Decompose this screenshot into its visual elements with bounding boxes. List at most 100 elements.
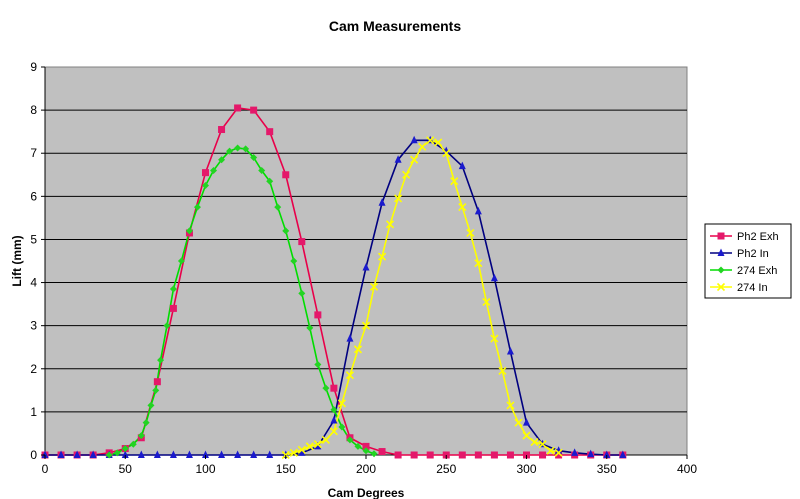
data-point-ph2-exh [218, 126, 226, 134]
data-point-ph2-in [202, 450, 209, 458]
x-tick-label: 400 [677, 462, 697, 476]
data-point-274-exh [362, 447, 370, 455]
data-point-ph2-in [619, 450, 627, 458]
data-point-274-in [514, 418, 523, 427]
data-point-274-in [538, 440, 547, 449]
y-tick-label: 8 [30, 103, 37, 117]
data-point-274-in [466, 228, 475, 238]
data-point-274-in [554, 448, 563, 457]
data-point-274-in [530, 438, 539, 447]
data-point-274-in [434, 138, 443, 147]
y-tick-label: 4 [30, 276, 37, 290]
data-point-ph2-in [474, 206, 482, 215]
y-tick-label: 3 [30, 319, 37, 333]
y-tick-label: 2 [30, 362, 37, 376]
data-point-ph2-in [153, 450, 161, 458]
data-point-274-exh [346, 436, 354, 444]
data-point-274-exh [226, 147, 234, 155]
x-tick-label: 0 [42, 462, 49, 476]
data-point-274-in [450, 177, 459, 186]
data-point-ph2-exh [330, 384, 338, 392]
data-point-ph2-in [234, 450, 242, 458]
data-point-ph2-in [330, 416, 338, 424]
data-point-ph2-in [362, 262, 370, 271]
data-point-274-in [353, 345, 363, 354]
data-point-ph2-in [458, 161, 466, 170]
data-point-274-exh [274, 203, 282, 211]
data-point-274-exh [338, 423, 346, 431]
data-point-274-in [546, 446, 555, 455]
data-point-274-in [361, 321, 371, 330]
y-tick-label: 0 [30, 448, 37, 462]
x-tick-label: 50 [119, 462, 133, 476]
data-point-ph2-in [523, 418, 530, 426]
data-point-274-exh [157, 356, 165, 364]
data-point-ph2-exh [394, 451, 402, 459]
data-point-274-exh [330, 406, 338, 414]
data-point-ph2-exh [314, 311, 322, 319]
data-point-274-in [329, 427, 338, 436]
data-point-274-in [474, 259, 483, 268]
data-point-274-exh [202, 182, 209, 190]
series-markers-274-exh [105, 144, 378, 459]
x-tick-labels: 0 50 100 150 200 250 300 350 400 [42, 455, 697, 476]
data-point-274-exh [147, 401, 155, 409]
data-point-274-in [490, 334, 499, 343]
data-point-274-exh [218, 156, 226, 164]
data-point-274-exh [354, 442, 362, 450]
data-point-274-exh [105, 451, 113, 459]
data-point-274-in [482, 297, 491, 307]
data-point-ph2-exh [378, 448, 386, 456]
data-point-274-in [426, 136, 435, 145]
y-tick-label: 5 [30, 232, 37, 246]
data-point-274-in [297, 445, 306, 454]
data-point-ph2-in [41, 450, 49, 458]
data-point-274-exh [298, 289, 306, 297]
data-point-274-in [402, 170, 411, 179]
data-point-ph2-in [57, 450, 65, 458]
data-point-ph2-exh [555, 451, 563, 459]
data-point-ph2-in [185, 450, 193, 458]
data-point-274-in [289, 448, 298, 457]
data-point-274-exh [370, 450, 378, 458]
data-point-ph2-exh [250, 106, 258, 114]
data-point-274-in [369, 282, 379, 291]
data-point-ph2-exh [539, 451, 547, 459]
y-tick-labels: 0 1 2 3 4 5 6 7 8 9 [30, 60, 45, 462]
data-point-ph2-in [89, 450, 97, 458]
data-point-ph2-in [137, 450, 145, 458]
x-tick-label: 100 [195, 462, 215, 476]
data-point-274-exh [322, 384, 330, 392]
data-point-ph2-exh [202, 169, 209, 177]
data-point-274-in [345, 371, 355, 380]
data-point-274-exh [177, 257, 185, 265]
plot-area [44, 66, 688, 456]
data-point-ph2-in [298, 448, 306, 456]
legend: Ph2 Exh Ph2 In 274 Exh 274 In [704, 223, 792, 299]
data-point-274-in [305, 442, 314, 451]
data-point-274-in [394, 194, 403, 203]
data-point-274-exh [306, 324, 314, 332]
data-point-ph2-exh [410, 451, 418, 459]
data-point-ph2-exh [282, 171, 290, 179]
data-point-ph2-in [378, 198, 386, 206]
data-point-ph2-exh [506, 451, 514, 459]
data-point-ph2-in [121, 450, 129, 458]
series-markers-274-in [281, 136, 563, 460]
data-point-ph2-exh [266, 128, 274, 136]
data-point-ph2-exh [298, 238, 306, 246]
x-tick-label: 250 [436, 462, 456, 476]
legend-label-274-in: 274 In [737, 282, 768, 294]
data-point-274-in [386, 220, 395, 229]
data-point-274-in [458, 203, 467, 212]
legend-label-ph2-in: Ph2 In [737, 248, 769, 260]
x-tick-label: 200 [356, 462, 376, 476]
data-point-274-in [506, 401, 515, 410]
data-point-ph2-in [410, 135, 418, 144]
data-point-274-exh [169, 285, 177, 293]
data-point-274-exh [129, 440, 137, 448]
x-tick-label: 150 [276, 462, 296, 476]
y-tick-label: 7 [30, 146, 37, 160]
series-line-274-exh [108, 147, 375, 456]
